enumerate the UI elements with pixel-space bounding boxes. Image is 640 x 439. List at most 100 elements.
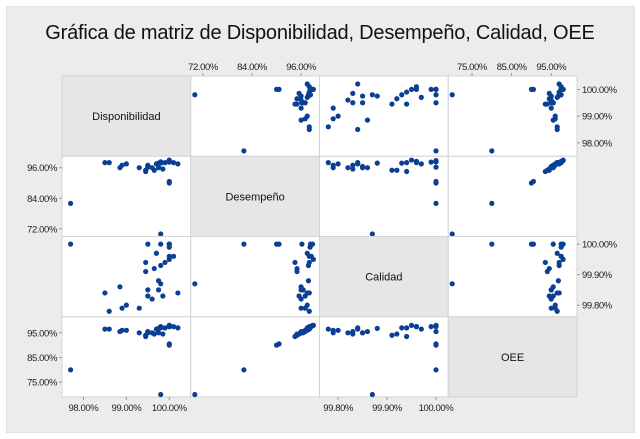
data-point [433, 159, 439, 165]
data-point [428, 324, 434, 330]
data-point [143, 268, 149, 275]
data-point [302, 305, 308, 311]
data-point [546, 167, 552, 173]
x-tick-label-calidad: 99.90% [372, 403, 403, 414]
x-tick-label-desempeno: 96.00% [286, 62, 317, 73]
data-point [355, 81, 361, 87]
y-tick-label-disponibilidad: 100.00% [582, 85, 618, 96]
data-point [305, 278, 312, 284]
x-tick-label-oee: 85.00% [497, 62, 528, 73]
data-point [369, 231, 375, 237]
cell-disponibilidad-vs-desempeno [190, 75, 320, 157]
data-point [433, 178, 439, 185]
data-point [413, 160, 420, 166]
data-point [418, 326, 424, 332]
data-point [102, 160, 108, 166]
data-point [359, 165, 366, 171]
data-point [552, 162, 558, 168]
data-point [123, 327, 129, 333]
data-point [106, 326, 112, 332]
data-point [166, 178, 172, 185]
data-point [489, 241, 495, 247]
data-point [556, 81, 562, 87]
data-point [433, 328, 439, 335]
data-point [145, 164, 151, 170]
data-point [374, 160, 380, 166]
data-point [143, 168, 149, 175]
data-point [298, 305, 304, 311]
data-point [345, 330, 351, 336]
x-tick-label-oee: 95.00% [536, 62, 567, 73]
data-point [418, 161, 424, 167]
data-point [292, 259, 298, 266]
data-point [241, 241, 247, 247]
data-point [294, 265, 300, 272]
y-tick-label-calidad: 99.80% [582, 301, 613, 312]
data-point [552, 116, 558, 122]
data-point [158, 231, 164, 237]
cell-disponibilidad-vs-calidad [319, 75, 449, 157]
data-point [345, 165, 351, 171]
data-point [558, 92, 564, 98]
data-point [299, 100, 305, 106]
data-point [433, 86, 439, 92]
y-tick-label-desempeno: 96.00% [27, 163, 58, 174]
data-point [155, 165, 162, 171]
data-point [160, 293, 166, 299]
data-point [294, 96, 300, 102]
data-point [330, 105, 336, 111]
data-point [552, 305, 558, 311]
data-point [298, 117, 304, 123]
data-point [306, 259, 312, 266]
data-point [306, 124, 312, 130]
chart-title: Gráfica de matriz de Disponibilidad, Des… [45, 22, 595, 44]
data-point [166, 341, 172, 347]
data-point [489, 148, 495, 154]
data-point [307, 92, 314, 98]
diagonal-cell-calidad [319, 236, 449, 318]
data-point [548, 287, 554, 293]
data-point [359, 93, 366, 99]
data-point [136, 165, 142, 171]
data-point [136, 330, 142, 336]
data-point [299, 241, 305, 247]
data-point [350, 100, 356, 106]
data-point [158, 391, 164, 398]
data-point [123, 161, 129, 167]
x-tick-label-desempeno: 84.00% [237, 62, 268, 73]
data-point [359, 100, 366, 106]
data-point [394, 96, 400, 102]
data-point [155, 278, 162, 284]
data-point [292, 101, 298, 107]
data-point [404, 101, 410, 107]
data-point [325, 326, 331, 332]
data-point [145, 241, 151, 247]
data-point [433, 148, 439, 154]
data-point [166, 241, 172, 247]
data-point [554, 124, 560, 130]
data-point [369, 92, 375, 98]
data-point [67, 367, 74, 373]
data-point [433, 200, 439, 206]
data-point [170, 324, 177, 330]
data-point [330, 162, 336, 168]
data-point [489, 200, 495, 206]
data-point [350, 331, 356, 337]
data-point [550, 241, 556, 247]
data-point [170, 253, 177, 259]
data-point [364, 165, 371, 171]
data-point [158, 241, 164, 247]
data-point [143, 333, 149, 340]
data-point [166, 256, 172, 262]
data-point [404, 333, 410, 340]
data-point [428, 86, 434, 92]
data-point [428, 159, 434, 165]
data-point [325, 160, 331, 166]
data-point [158, 159, 164, 165]
data-point [175, 290, 181, 296]
data-point [325, 124, 331, 130]
data-point [166, 157, 172, 164]
data-point [102, 290, 108, 296]
data-point [374, 93, 380, 99]
data-point [158, 324, 164, 330]
